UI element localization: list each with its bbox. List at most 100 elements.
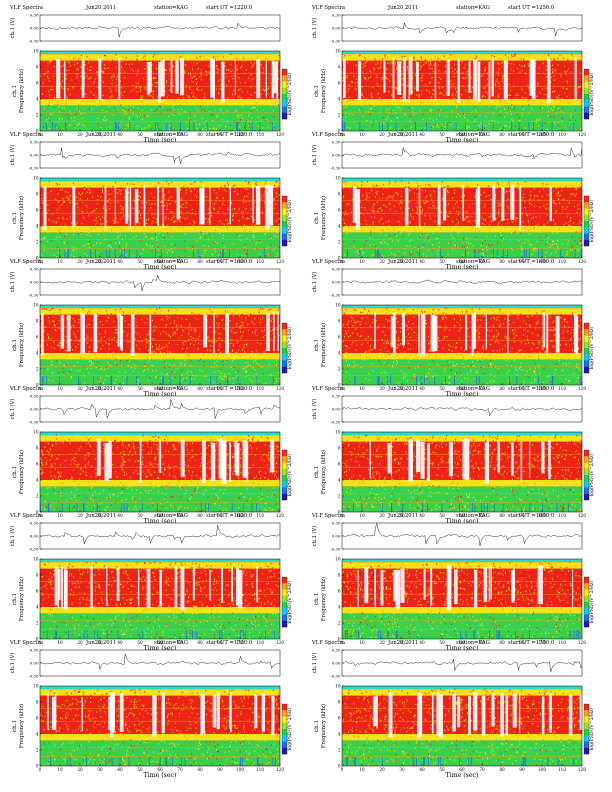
time-tick-label: 20 bbox=[379, 513, 385, 518]
time-tick-label: 30 bbox=[97, 767, 103, 772]
frequency-tick-label: 4 bbox=[36, 732, 39, 737]
frequency-tick-label: 6 bbox=[338, 335, 341, 340]
time-tick-label: 0 bbox=[39, 259, 42, 264]
panel-station: station=KAG bbox=[154, 5, 188, 11]
frequency-axis-label: Frequency (kHz) bbox=[18, 323, 25, 367]
waveform-tick-label: -0.30 bbox=[330, 673, 341, 678]
colorbar bbox=[583, 195, 590, 247]
waveform-tick-label: -0.30 bbox=[330, 165, 341, 170]
frequency-tick-label: 0 bbox=[36, 637, 39, 642]
panel-station: station=KAG bbox=[456, 640, 490, 646]
frequency-tick-label: 8 bbox=[36, 65, 39, 70]
frequency-tick-label: 6 bbox=[338, 462, 341, 467]
time-tick-label: 60 bbox=[157, 132, 163, 137]
frequency-tick-label: 10 bbox=[335, 430, 341, 435]
panel-title: VLF Spectra bbox=[10, 386, 43, 392]
time-tick-label: 90 bbox=[519, 513, 525, 518]
frequency-tick-label: 4 bbox=[338, 97, 341, 102]
spectrogram-channel-label: ch.1 bbox=[12, 212, 18, 224]
frequency-tick-label: 4 bbox=[338, 224, 341, 229]
time-tick-label: 0 bbox=[341, 513, 344, 518]
waveform-frame bbox=[341, 395, 583, 423]
time-tick-label: 20 bbox=[379, 386, 385, 391]
frequency-tick-label: 10 bbox=[33, 49, 39, 54]
spectrogram-channel-label: ch.1 bbox=[314, 339, 320, 351]
waveform-axis-label: ch.1 (V) bbox=[9, 272, 16, 293]
waveform-trace bbox=[39, 525, 281, 545]
time-tick-label: 0 bbox=[39, 767, 42, 772]
time-tick-label: 80 bbox=[197, 386, 203, 391]
time-tick-label: 70 bbox=[177, 640, 183, 645]
panel-plot: 0.30 0.00 -0.30 ch.1 (V) 0 2 4 6 8 10 ch.1 Frequenc… bbox=[311, 266, 595, 398]
time-tick-label: 120 bbox=[276, 132, 284, 137]
frequency-tick-label: 0 bbox=[36, 764, 39, 769]
panel-start-time: start UT =1520:0 bbox=[206, 386, 253, 392]
time-tick-label: 100 bbox=[538, 259, 546, 264]
frequency-tick-label: 6 bbox=[338, 208, 341, 213]
time-tick-label: 70 bbox=[177, 386, 183, 391]
spectrogram-image bbox=[40, 432, 281, 512]
time-tick-label: 10 bbox=[359, 132, 365, 137]
frequency-tick-label: 10 bbox=[33, 430, 39, 435]
time-axis-label: Time (sec) bbox=[446, 137, 479, 144]
frequency-tick-label: 0 bbox=[338, 764, 341, 769]
time-tick-label: 100 bbox=[236, 259, 244, 264]
time-tick-label: 80 bbox=[499, 513, 505, 518]
frequency-tick-label: 10 bbox=[33, 303, 39, 308]
time-tick-label: 80 bbox=[499, 640, 505, 645]
panel-start-time: start UT =1450:0 bbox=[508, 259, 555, 265]
frequency-tick-label: 6 bbox=[338, 589, 341, 594]
time-tick-label: 40 bbox=[419, 513, 425, 518]
colorbar bbox=[583, 449, 590, 501]
time-tick-label: 10 bbox=[57, 513, 63, 518]
time-axis-label: Time (sec) bbox=[144, 264, 177, 271]
colorbar bbox=[583, 576, 590, 628]
time-tick-label: 90 bbox=[217, 767, 223, 772]
colorbar-label: log(PSD)(V^2/Hz) bbox=[286, 454, 293, 497]
spectrogram-image bbox=[40, 178, 280, 258]
time-tick-label: 30 bbox=[399, 767, 405, 772]
time-tick-label: 100 bbox=[538, 513, 546, 518]
time-tick-label: 110 bbox=[558, 640, 566, 645]
time-axis-label: Time (sec) bbox=[446, 645, 479, 652]
time-tick-label: 60 bbox=[157, 640, 163, 645]
time-axis-label: Time (sec) bbox=[144, 645, 177, 652]
time-tick-label: 80 bbox=[499, 767, 505, 772]
waveform-trace bbox=[341, 407, 583, 417]
waveform-tick-label: 0.30 bbox=[332, 393, 341, 398]
frequency-axis-label: Frequency (kHz) bbox=[18, 577, 25, 621]
panel-date: Jun20,2011 bbox=[388, 259, 419, 265]
panel-start-time: start UT =1750:0 bbox=[508, 640, 555, 646]
spectra-panel: VLF Spectra Jun20,2011 station=KAG start UT… bbox=[306, 640, 595, 779]
spectrogram-image bbox=[342, 686, 583, 766]
time-tick-label: 110 bbox=[558, 767, 566, 772]
time-tick-label: 90 bbox=[519, 640, 525, 645]
time-tick-label: 90 bbox=[217, 640, 223, 645]
frequency-axis-label: Frequency (kHz) bbox=[18, 196, 25, 240]
panel-station: station=KAG bbox=[154, 132, 188, 138]
waveform-trace bbox=[39, 22, 281, 38]
panel-plot: 0.30 0.00 -0.30 ch.1 (V) 0 2 4 6 8 10 ch.1 Frequenc… bbox=[9, 139, 293, 271]
panel-plot: 0.30 0.00 -0.30 ch.1 (V) 0 2 4 6 8 10 ch.1 Frequenc… bbox=[9, 647, 293, 779]
waveform-tick-label: 0.30 bbox=[332, 266, 341, 271]
panel-date: Jun20,2011 bbox=[86, 513, 117, 519]
time-tick-label: 60 bbox=[157, 513, 163, 518]
time-tick-label: 50 bbox=[439, 132, 445, 137]
time-tick-label: 120 bbox=[276, 259, 284, 264]
spectra-panel: VLF Spectra Jun20,2011 station=KAG start UT… bbox=[306, 513, 595, 652]
spectrogram-channel-label: ch.1 bbox=[12, 720, 18, 732]
panel-station: station=KAG bbox=[456, 259, 490, 265]
frequency-tick-label: 6 bbox=[36, 716, 39, 721]
frequency-tick-label: 8 bbox=[338, 319, 341, 324]
waveform-tick-label: 0.30 bbox=[332, 647, 341, 652]
time-tick-label: 40 bbox=[117, 259, 123, 264]
frequency-axis-label: Frequency (kHz) bbox=[18, 704, 25, 748]
time-tick-label: 110 bbox=[558, 259, 566, 264]
waveform-axis-label: ch.1 (V) bbox=[311, 272, 318, 293]
panel-station: station=KAG bbox=[456, 386, 490, 392]
frequency-tick-label: 10 bbox=[33, 684, 39, 689]
frequency-tick-label: 8 bbox=[36, 700, 39, 705]
waveform-tick-label: 0.30 bbox=[30, 139, 39, 144]
time-tick-label: 30 bbox=[399, 640, 405, 645]
time-tick-label: 30 bbox=[97, 640, 103, 645]
